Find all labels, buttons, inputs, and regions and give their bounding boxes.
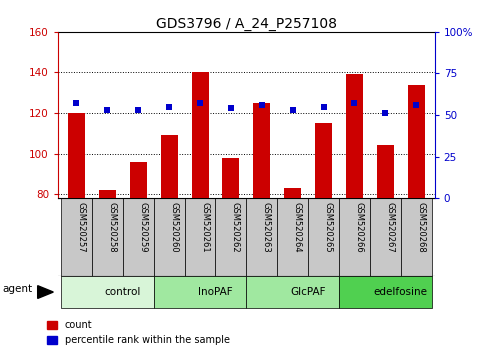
Bar — [61, 198, 92, 276]
Point — [103, 107, 111, 113]
Text: GSM520258: GSM520258 — [107, 202, 116, 253]
Point — [382, 110, 389, 116]
Point — [320, 104, 327, 110]
Title: GDS3796 / A_24_P257108: GDS3796 / A_24_P257108 — [156, 17, 337, 31]
Bar — [408, 85, 425, 198]
Text: InoPAF: InoPAF — [198, 287, 233, 297]
Bar — [346, 74, 363, 198]
Bar — [315, 123, 332, 198]
Point — [72, 101, 80, 106]
Bar — [154, 276, 246, 308]
Legend: count, percentile rank within the sample: count, percentile rank within the sample — [43, 316, 234, 349]
Bar — [339, 276, 432, 308]
Point — [196, 101, 204, 106]
Text: GSM520257: GSM520257 — [76, 202, 85, 253]
Text: GlcPAF: GlcPAF — [290, 287, 326, 297]
Text: GSM520268: GSM520268 — [416, 202, 425, 253]
Bar — [154, 198, 185, 276]
Bar — [370, 198, 401, 276]
Bar — [401, 198, 432, 276]
Text: GSM520265: GSM520265 — [324, 202, 332, 253]
Point — [134, 107, 142, 113]
Text: agent: agent — [2, 284, 32, 293]
Point — [258, 102, 266, 108]
Bar — [339, 198, 370, 276]
Bar — [192, 73, 209, 198]
Bar — [99, 190, 116, 198]
Bar — [277, 198, 308, 276]
Bar — [130, 162, 147, 198]
Text: GSM520262: GSM520262 — [231, 202, 240, 253]
Point — [412, 102, 420, 108]
Text: GSM520267: GSM520267 — [385, 202, 394, 253]
Point — [227, 105, 235, 111]
Bar — [92, 198, 123, 276]
Bar — [215, 198, 246, 276]
Bar — [123, 198, 154, 276]
Bar — [161, 135, 178, 198]
Bar — [253, 103, 270, 198]
Bar — [68, 113, 85, 198]
Text: control: control — [105, 287, 141, 297]
Text: GSM520264: GSM520264 — [293, 202, 302, 253]
Bar — [246, 276, 339, 308]
Text: GSM520261: GSM520261 — [200, 202, 209, 253]
Text: GSM520266: GSM520266 — [355, 202, 363, 253]
Bar — [222, 158, 240, 198]
Text: GSM520260: GSM520260 — [169, 202, 178, 253]
Text: edelfosine: edelfosine — [374, 287, 428, 297]
Point — [165, 104, 173, 110]
Bar — [284, 188, 301, 198]
Text: GSM520263: GSM520263 — [262, 202, 271, 253]
Text: GSM520259: GSM520259 — [138, 202, 147, 253]
Bar — [185, 198, 215, 276]
Bar — [308, 198, 339, 276]
Point — [351, 101, 358, 106]
Bar — [61, 276, 154, 308]
Bar — [246, 198, 277, 276]
Point — [289, 107, 297, 113]
Bar — [377, 145, 394, 198]
Polygon shape — [38, 286, 53, 298]
